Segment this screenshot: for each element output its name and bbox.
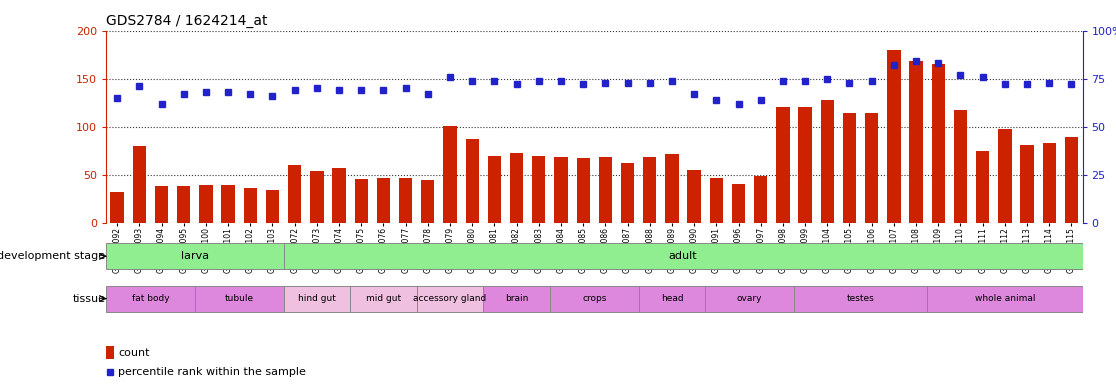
Bar bbox=[887, 50, 901, 223]
Text: testes: testes bbox=[847, 294, 875, 303]
Bar bbox=[377, 178, 391, 223]
Bar bbox=[283, 243, 1083, 269]
Bar bbox=[243, 188, 257, 223]
Text: accessory gland: accessory gland bbox=[413, 294, 487, 303]
Bar bbox=[820, 100, 834, 223]
Bar bbox=[488, 156, 501, 223]
Bar bbox=[155, 186, 169, 223]
Bar bbox=[732, 184, 745, 223]
Bar bbox=[106, 243, 283, 269]
Bar bbox=[416, 286, 483, 311]
Bar bbox=[400, 178, 412, 223]
Text: tissue: tissue bbox=[73, 293, 106, 304]
Bar bbox=[283, 286, 350, 311]
Bar bbox=[998, 129, 1011, 223]
Bar bbox=[310, 171, 324, 223]
Text: whole animal: whole animal bbox=[974, 294, 1036, 303]
Bar bbox=[555, 157, 568, 223]
Bar bbox=[976, 151, 989, 223]
Text: ovary: ovary bbox=[737, 294, 762, 303]
Bar bbox=[665, 154, 679, 223]
Bar bbox=[577, 159, 590, 223]
Bar bbox=[110, 192, 124, 223]
Text: brain: brain bbox=[504, 294, 528, 303]
Text: head: head bbox=[661, 294, 683, 303]
Text: GDS2784 / 1624214_at: GDS2784 / 1624214_at bbox=[106, 14, 268, 28]
Bar bbox=[1020, 145, 1033, 223]
Bar bbox=[350, 286, 416, 311]
Bar bbox=[421, 180, 434, 223]
Bar bbox=[865, 113, 878, 223]
Bar bbox=[932, 65, 945, 223]
Bar bbox=[483, 286, 550, 311]
Bar bbox=[532, 156, 546, 223]
Text: hind gut: hind gut bbox=[298, 294, 336, 303]
Bar bbox=[777, 107, 790, 223]
Bar bbox=[333, 168, 346, 223]
Bar bbox=[910, 61, 923, 223]
Bar bbox=[620, 163, 634, 223]
Bar bbox=[133, 146, 146, 223]
Bar bbox=[221, 185, 234, 223]
Bar bbox=[598, 157, 612, 223]
Bar bbox=[266, 190, 279, 223]
Text: larva: larva bbox=[181, 251, 209, 262]
Text: fat body: fat body bbox=[132, 294, 170, 303]
Bar bbox=[1065, 137, 1078, 223]
Bar bbox=[288, 165, 301, 223]
Bar bbox=[443, 126, 456, 223]
Bar bbox=[687, 170, 701, 223]
Bar bbox=[195, 286, 283, 311]
Bar bbox=[550, 286, 638, 311]
Bar bbox=[793, 286, 927, 311]
Text: count: count bbox=[118, 348, 150, 358]
Bar bbox=[200, 185, 212, 223]
Bar bbox=[355, 179, 368, 223]
Bar bbox=[106, 286, 195, 311]
Bar bbox=[705, 286, 793, 311]
Text: mid gut: mid gut bbox=[366, 294, 401, 303]
Bar bbox=[106, 346, 114, 359]
Text: development stage: development stage bbox=[0, 251, 106, 262]
Bar bbox=[643, 157, 656, 223]
Bar bbox=[177, 186, 191, 223]
Bar bbox=[798, 107, 811, 223]
Bar bbox=[927, 286, 1083, 311]
Text: percentile rank within the sample: percentile rank within the sample bbox=[118, 367, 306, 377]
Bar bbox=[465, 139, 479, 223]
Bar bbox=[754, 176, 768, 223]
Bar bbox=[510, 153, 523, 223]
Bar bbox=[954, 111, 968, 223]
Bar bbox=[638, 286, 705, 311]
Text: tubule: tubule bbox=[224, 294, 253, 303]
Bar bbox=[1042, 143, 1056, 223]
Text: adult: adult bbox=[668, 251, 698, 262]
Bar bbox=[843, 113, 856, 223]
Bar bbox=[710, 178, 723, 223]
Text: crops: crops bbox=[583, 294, 606, 303]
